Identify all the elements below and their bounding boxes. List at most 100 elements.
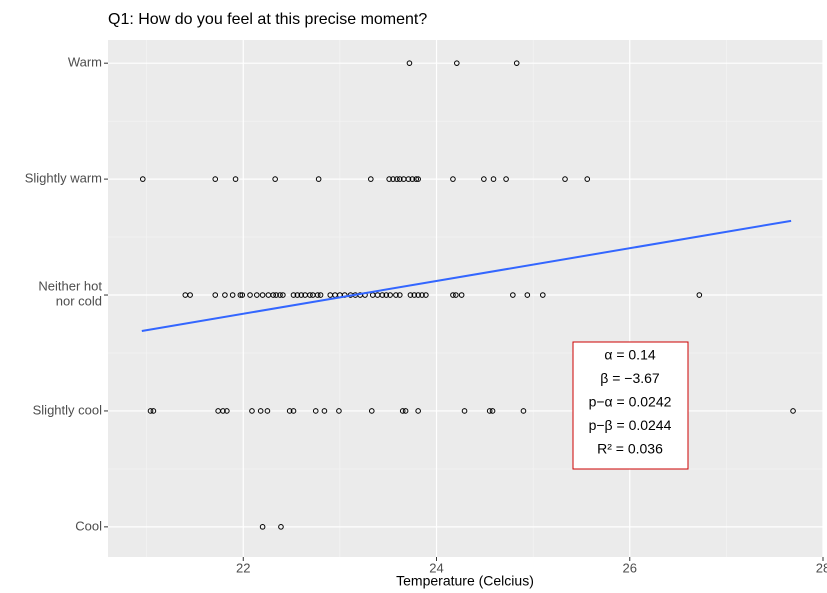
point xyxy=(232,176,239,182)
point xyxy=(489,408,496,414)
point xyxy=(239,292,246,298)
point xyxy=(187,292,193,298)
point xyxy=(368,408,375,414)
point xyxy=(396,292,403,298)
y-tick-label: Neither hot nor cold xyxy=(38,279,102,309)
point xyxy=(396,176,403,182)
point xyxy=(286,408,293,414)
point xyxy=(294,292,301,298)
point xyxy=(224,408,230,414)
point xyxy=(386,176,392,182)
point xyxy=(307,292,313,298)
annotation-text: β = −3.67 xyxy=(600,370,660,386)
point xyxy=(503,176,509,182)
point xyxy=(415,408,421,414)
point xyxy=(394,176,400,182)
point xyxy=(453,292,459,298)
point xyxy=(315,176,322,182)
point xyxy=(150,408,157,414)
point xyxy=(253,292,260,298)
point xyxy=(273,292,279,298)
point xyxy=(510,292,516,298)
y-tick-label: Warm xyxy=(68,55,102,70)
point xyxy=(229,292,236,298)
point xyxy=(259,524,266,530)
point xyxy=(411,292,418,298)
point xyxy=(298,292,305,298)
point xyxy=(249,408,255,414)
x-tick-label: 24 xyxy=(429,560,443,575)
point xyxy=(312,408,319,414)
x-tick-label: 22 xyxy=(236,560,250,575)
point xyxy=(317,292,324,298)
point xyxy=(450,176,456,182)
point xyxy=(314,292,321,298)
x-axis-title: Temperature (Celcius) xyxy=(396,573,534,589)
point xyxy=(368,176,374,182)
annotation-text: α = 0.14 xyxy=(604,347,656,363)
point xyxy=(247,292,253,298)
point xyxy=(212,292,219,298)
point xyxy=(399,408,406,414)
y-tick-label: Cool xyxy=(75,518,102,533)
point xyxy=(383,292,390,298)
point xyxy=(387,292,393,298)
point xyxy=(405,176,412,182)
chart-title: Q1: How do you feel at this precise mome… xyxy=(108,11,427,28)
point xyxy=(450,292,456,298)
point xyxy=(409,176,416,182)
point xyxy=(481,176,487,182)
point xyxy=(790,408,796,414)
point xyxy=(524,292,531,298)
point xyxy=(264,408,271,414)
point xyxy=(272,176,278,182)
point xyxy=(257,408,264,414)
point xyxy=(402,408,409,414)
point xyxy=(513,60,520,66)
point xyxy=(147,408,154,414)
point xyxy=(270,292,277,298)
point xyxy=(454,60,460,66)
point xyxy=(584,176,591,182)
x-tick-label: 28 xyxy=(816,560,827,575)
point xyxy=(419,292,425,298)
point xyxy=(407,292,414,298)
point xyxy=(486,408,493,414)
point xyxy=(415,292,421,298)
annotation-text: p−β = 0.0244 xyxy=(589,417,672,433)
point xyxy=(390,176,396,182)
point xyxy=(490,176,497,182)
point xyxy=(562,176,568,182)
point xyxy=(278,524,284,530)
point xyxy=(413,176,420,182)
point xyxy=(406,60,413,66)
point xyxy=(290,292,297,298)
point xyxy=(461,408,468,414)
point xyxy=(415,176,421,182)
point xyxy=(290,408,297,414)
point xyxy=(696,292,703,298)
panel xyxy=(108,40,823,557)
point xyxy=(321,408,328,414)
point xyxy=(277,292,283,298)
point xyxy=(423,292,429,298)
trend-line xyxy=(141,219,792,332)
point xyxy=(393,292,399,298)
point xyxy=(539,292,546,298)
point xyxy=(139,176,146,182)
annotation-text: R² = 0.036 xyxy=(597,441,663,457)
point xyxy=(336,408,342,414)
point xyxy=(220,408,226,414)
point xyxy=(520,408,527,414)
annotation-box xyxy=(572,341,689,470)
point xyxy=(259,292,266,298)
point xyxy=(222,292,228,298)
x-tick-label: 26 xyxy=(623,560,637,575)
y-tick-label: Slightly warm xyxy=(25,171,102,186)
annotation-text: p−α = 0.0242 xyxy=(589,394,672,410)
point xyxy=(237,292,244,298)
y-tick-label: Slightly cool xyxy=(33,402,102,417)
point xyxy=(379,292,386,298)
